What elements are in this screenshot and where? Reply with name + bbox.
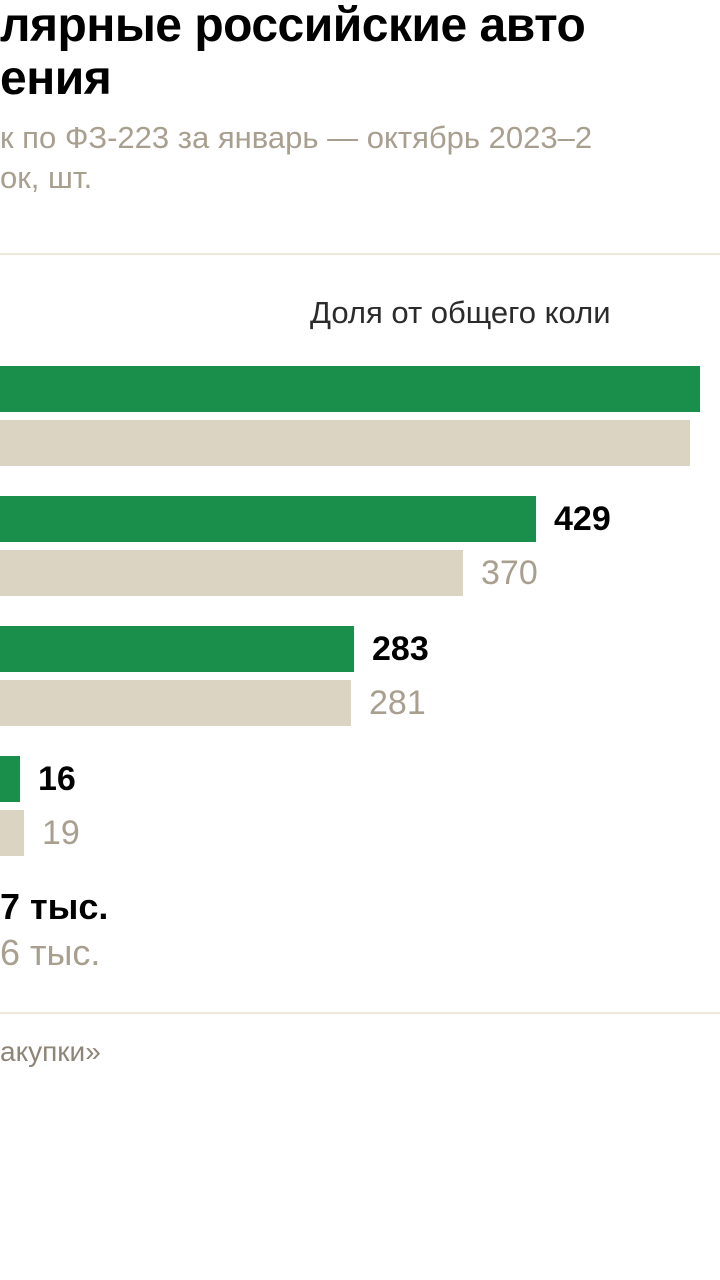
subtitle-line-2: ок, шт. [0,160,92,195]
bar-group: 1619 [0,756,720,856]
footer-divider [0,1012,720,1014]
bar-row-secondary: 19 [0,810,720,856]
bar-row-secondary [0,420,720,466]
bar-group: 283281 [0,626,720,726]
bar-row-primary: 429 [0,496,720,542]
bar-group: 429 370 [0,496,720,596]
bar-primary [0,496,536,542]
share-label: Доля от общего коли [0,295,720,331]
bar-group [0,366,720,466]
bar-chart: 4293702832811619 [0,366,720,856]
bar-row-primary [0,366,720,412]
bar-row-secondary: 370 [0,550,720,596]
bar-label-primary: 283 [372,630,429,669]
bar-row-secondary: 281 [0,680,720,726]
chart-title: лярные российские авто ения [0,0,720,106]
bar-row-primary: 283 [0,626,720,672]
total-secondary: 6 тыс. [0,932,720,974]
bar-label-primary: 429 [554,500,611,539]
totals: 7 тыс. 6 тыс. [0,886,720,974]
bar-row-primary: 16 [0,756,720,802]
bar-primary [0,366,700,412]
bar-label-secondary: 281 [369,684,426,723]
title-line-1: лярные российские авто [0,0,585,52]
bar-secondary [0,680,351,726]
bar-label-secondary: 370 [481,554,538,593]
bar-secondary [0,550,463,596]
bar-label-primary: 16 [38,760,76,799]
title-line-2: ения [0,52,111,105]
top-divider [0,253,720,255]
subtitle-line-1: к по ФЗ-223 за январь — октябрь 2023–2 [0,120,592,155]
bar-secondary [0,810,24,856]
chart-container: лярные российские авто ения к по ФЗ-223 … [0,0,720,1068]
source-label: акупки» [0,1036,720,1068]
bar-secondary [0,420,690,466]
bar-primary [0,756,20,802]
chart-subtitle: к по ФЗ-223 за январь — октябрь 2023–2 о… [0,118,720,199]
bar-primary [0,626,354,672]
bar-label-secondary: 19 [42,814,80,853]
total-primary: 7 тыс. [0,886,720,928]
